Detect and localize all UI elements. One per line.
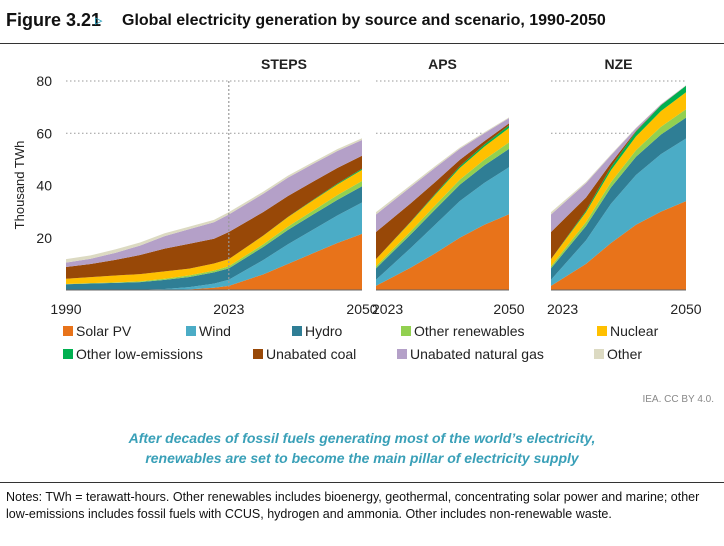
panel-title: APS (428, 56, 457, 72)
y-tick-label: 20 (36, 230, 52, 246)
panel-title: STEPS (261, 56, 307, 72)
area-solar-pv (376, 214, 509, 290)
area-wind (376, 167, 509, 286)
x-tick-label: 2023 (547, 301, 578, 317)
figure-label: Figure 3.21 (6, 10, 102, 30)
notes: Notes: TWh = terawatt-hours. Other renew… (0, 482, 724, 523)
legend-swatch (63, 326, 73, 336)
area-unabated-natural-gas (376, 118, 509, 233)
legend-swatch (63, 349, 73, 359)
area-hydro (376, 148, 509, 280)
figure-header: Figure 3.21 ▹ Global electricity generat… (0, 0, 724, 44)
area-other-renewables (376, 142, 509, 269)
x-tick-label: 2023 (213, 301, 244, 317)
x-tick-label: 1990 (50, 301, 81, 317)
area-solar-pv (551, 201, 686, 290)
area-nuclear (376, 128, 509, 267)
y-tick-label: 60 (36, 125, 52, 141)
area-nuclear (551, 92, 686, 267)
x-tick-label: 2050 (493, 301, 524, 317)
credit-text: IEA. CC BY 4.0. (642, 394, 714, 405)
legend-label: Unabated coal (266, 346, 356, 362)
legend-label: Nuclear (610, 323, 659, 339)
area-hydro (551, 117, 686, 280)
area-wind (66, 202, 362, 290)
area-unabated-coal (66, 155, 362, 279)
legend-label: Other (607, 346, 642, 362)
area-other-renewables (551, 109, 686, 269)
legend-label: Other low-emissions (76, 346, 203, 362)
legend-label: Solar PV (76, 323, 132, 339)
legend-swatch (292, 326, 302, 336)
legend-swatch (401, 326, 411, 336)
figure-arrow-icon: ▹ (95, 12, 103, 29)
legend-swatch (253, 349, 263, 359)
y-tick-label: 80 (36, 73, 52, 89)
legend-swatch (397, 349, 407, 359)
legend-swatch (186, 326, 196, 336)
x-tick-label: 2050 (670, 301, 701, 317)
area-unabated-natural-gas (551, 85, 686, 233)
area-wind (551, 138, 686, 286)
figure-title: Global electricity generation by source … (122, 12, 606, 29)
panel-title: NZE (605, 56, 633, 72)
legend-label: Wind (199, 323, 231, 339)
y-axis-label: Thousand TWh (12, 141, 27, 230)
legend-label: Unabated natural gas (410, 346, 544, 362)
area-other (551, 85, 686, 215)
caption: After decades of fossil fuels generating… (60, 428, 664, 468)
legend-swatch (597, 326, 607, 336)
caption-line-1: After decades of fossil fuels generating… (128, 430, 596, 446)
legend-swatch (594, 349, 604, 359)
legend-label: Other renewables (414, 323, 525, 339)
legend-label: Hydro (305, 323, 343, 339)
caption-line-2: renewables are set to become the main pi… (145, 450, 579, 466)
x-tick-label: 2023 (372, 301, 403, 317)
area-solar-pv (66, 233, 362, 290)
y-tick-label: 40 (36, 178, 52, 194)
x-tick-label: 2050 (346, 301, 377, 317)
